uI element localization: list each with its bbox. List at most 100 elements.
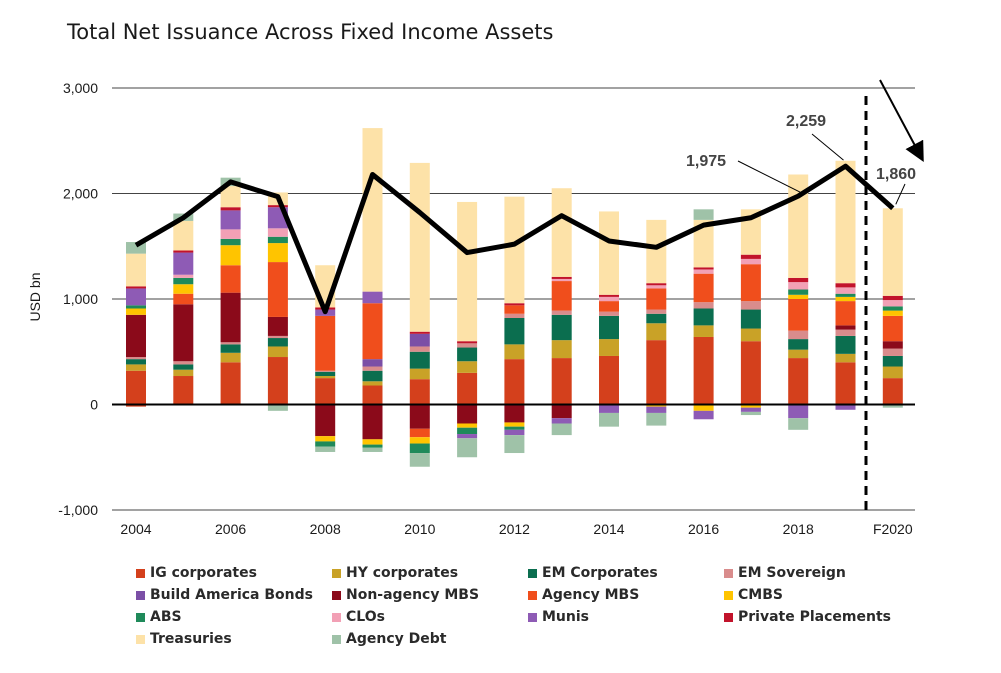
y-tick-label: 3,000 — [63, 80, 98, 96]
legend-swatch — [332, 612, 341, 622]
bar-segment — [740, 328, 761, 342]
legend-label: Agency MBS — [542, 587, 640, 603]
bar-segment-negative — [126, 404, 146, 407]
legend-swatch — [724, 590, 733, 600]
x-tick-label: 2014 — [593, 521, 624, 537]
bar-segment — [693, 267, 714, 270]
bar-segment-negative — [457, 434, 478, 439]
bar-segment — [362, 291, 383, 304]
bar-segment — [267, 205, 288, 208]
bar-segment — [126, 242, 146, 254]
bar-segment — [788, 294, 809, 299]
bar-segment — [882, 208, 903, 296]
bar-segment-negative — [551, 404, 572, 419]
bar-segment — [173, 361, 194, 365]
bar-segment — [220, 210, 241, 230]
bar-segment-negative — [409, 428, 430, 438]
bar-segment — [126, 314, 146, 358]
bar-segment — [126, 286, 146, 289]
bar-segment — [835, 283, 856, 288]
bar-segment-negative — [740, 407, 761, 412]
bar-segment — [835, 296, 856, 302]
bar-segment — [173, 250, 194, 253]
legend-item: Agency Debt — [332, 631, 446, 647]
bar-segment — [267, 262, 288, 317]
legend-item: Munis — [528, 609, 589, 625]
bar-segment — [551, 340, 572, 359]
bar-segment — [173, 376, 194, 405]
legend-label: CMBS — [738, 587, 783, 603]
annotation-leader — [895, 183, 906, 205]
bar-segment — [599, 311, 619, 316]
bar-segment — [646, 313, 667, 324]
bar-segment — [173, 220, 194, 251]
bar-segment — [740, 254, 761, 259]
y-tick-label: 0 — [90, 397, 98, 413]
bar-segment — [267, 338, 288, 347]
bar-segment — [362, 385, 383, 405]
bar-segment — [882, 348, 903, 356]
bar-segment — [173, 364, 194, 370]
bar-segment-negative — [504, 435, 525, 454]
bar-segment — [551, 358, 572, 405]
bar-segment — [693, 273, 714, 303]
bar-segment — [173, 277, 194, 285]
bar-segment — [599, 294, 619, 297]
bar-segment — [267, 346, 288, 358]
bar-segment — [788, 358, 809, 405]
bar-segment — [882, 355, 903, 367]
bar-segment — [362, 366, 383, 371]
bar-segment — [882, 378, 903, 405]
bar-segment — [740, 309, 761, 329]
annotations: 1,975 2,259 1,860 — [686, 113, 916, 205]
bar-segment — [220, 245, 241, 266]
bar-segment-negative — [835, 404, 856, 410]
bar-segment — [126, 305, 146, 309]
bar-segment — [882, 310, 903, 316]
legend-label: ABS — [150, 609, 182, 625]
legend-item: IG corporates — [136, 565, 257, 581]
bar-segment — [220, 292, 241, 343]
bar-segment — [220, 238, 241, 246]
bar-segment — [315, 376, 336, 379]
bar-segment — [788, 277, 809, 283]
bar-segment — [504, 317, 525, 345]
bar-segment — [267, 335, 288, 339]
bar-segment-negative — [551, 423, 572, 436]
bar-segment-negative — [457, 438, 478, 458]
legend-swatch — [528, 612, 537, 622]
bar-segment — [599, 315, 619, 340]
bar-segment — [599, 355, 619, 405]
bar-segment — [362, 303, 383, 360]
forecast-arrow — [879, 79, 924, 163]
legend-item: Agency MBS — [528, 587, 639, 603]
legend-swatch — [136, 590, 145, 600]
bar-segment — [646, 309, 667, 314]
bar-segment — [835, 362, 856, 405]
bar-segment — [126, 357, 146, 360]
x-tick-label: 2006 — [215, 521, 246, 537]
annotation-label: 1,975 — [686, 153, 726, 170]
bar-segment — [457, 341, 478, 344]
bar-segment — [599, 301, 619, 312]
bar-segment — [646, 340, 667, 405]
legend-item: EM Corporates — [528, 565, 658, 581]
bar-segment — [504, 313, 525, 318]
bar-segment — [882, 366, 903, 379]
legend-label: CLOs — [346, 609, 385, 625]
bar-segment — [740, 341, 761, 405]
bar-segment-negative — [315, 404, 336, 437]
bar-segment — [362, 359, 383, 367]
bar-segment — [362, 370, 383, 382]
bar-segment — [504, 305, 525, 314]
bar-segment-negative — [788, 404, 809, 419]
bar-segment — [220, 207, 241, 211]
bar-segment — [551, 310, 572, 315]
bar-segment — [126, 370, 146, 405]
annotation-label: 2,259 — [786, 113, 826, 130]
legend-label: Munis — [542, 609, 589, 625]
bar-segment — [551, 276, 572, 279]
bar-segment — [315, 370, 336, 372]
bar-segment — [315, 371, 336, 377]
bar-segment — [835, 293, 856, 297]
